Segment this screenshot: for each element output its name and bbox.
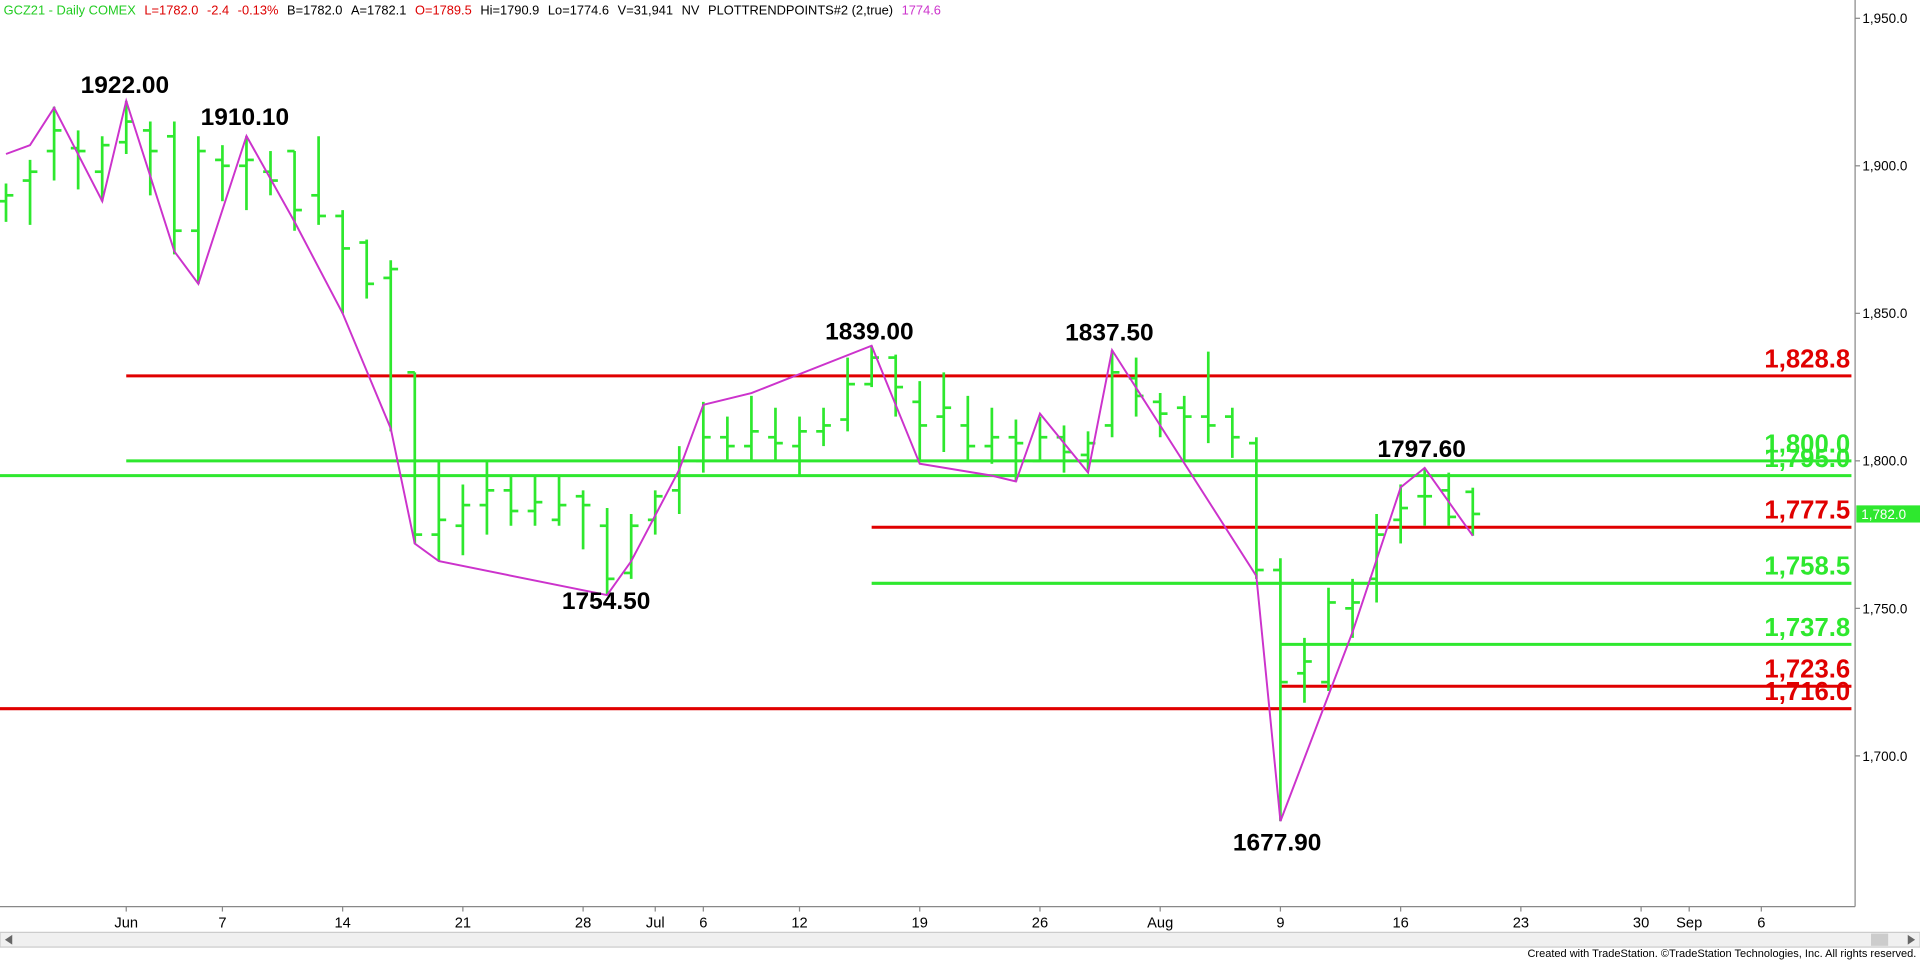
scroll-left[interactable] [4,934,13,945]
header-item: 1774.6 [902,3,941,18]
level-label: 1,777.5 [1764,497,1850,525]
swing-label: 1677.90 [1233,829,1321,856]
header-item: O=1789.5 [415,3,472,18]
header-item: NV [682,3,700,18]
x-tick-label: 7 [218,915,226,931]
header-item: PLOTTRENDPOINTS#2 (2,true) [708,3,893,18]
scroll-thumb[interactable] [1871,933,1889,946]
x-tick-label: Sep [1676,915,1702,931]
level-label: 1,795.0 [1764,445,1850,473]
swing-label: 1910.10 [201,104,289,131]
x-tick-label: Jul [646,915,665,931]
header-item: -2.4 [207,3,229,18]
y-tick-label: 1,950.0 [1862,11,1907,26]
y-tick-label: 1,700.0 [1862,749,1907,764]
header-item: GCZ21 - Daily COMEX [4,3,137,18]
level-label: 1,737.8 [1764,614,1850,642]
y-tick-label: 1,750.0 [1862,601,1907,616]
trend-line [5,97,1474,822]
y-tick-label: 1,900.0 [1862,159,1907,174]
x-tick-label: 9 [1276,915,1284,931]
x-tick-label: 30 [1633,915,1649,931]
scroll-right[interactable] [1907,934,1916,945]
x-tick-label: 6 [699,915,707,931]
level-label: 1,716.0 [1764,678,1850,706]
x-tick-label: 26 [1032,915,1048,931]
last-price-box [1856,505,1920,523]
footer: Created with TradeStation. ©TradeStation… [1527,948,1916,960]
level-label: 1,723.6 [1764,656,1850,684]
x-tick-label: 23 [1513,915,1529,931]
header-item: L=1782.0 [144,3,198,18]
x-tick-label: 19 [912,915,928,931]
header: GCZ21 - Daily COMEX L=1782.0 -2.4 -0.13% B=1… [4,3,941,18]
level-label: 1,828.8 [1764,345,1850,373]
swing-label: 1797.60 [1377,436,1465,463]
level-label: 1,800.0 [1764,430,1850,458]
x-tick-label: 16 [1392,915,1408,931]
x-tick-label: 6 [1757,915,1765,931]
header-item: Hi=1790.9 [480,3,539,18]
header-item: A=1782.1 [351,3,406,18]
header-item: -0.13% [238,3,279,18]
level-label: 1,758.5 [1764,553,1850,581]
x-tick-label: 12 [791,915,807,931]
x-tick-label: 28 [575,915,591,931]
swing-label: 1837.50 [1065,320,1153,347]
header-item: Lo=1774.6 [548,3,609,18]
x-tick-label: Aug [1147,915,1173,931]
last-price-label: 1,782.0 [1861,507,1906,522]
swing-label: 1922.00 [81,72,169,99]
swing-label: 1839.00 [825,318,913,345]
x-tick-label: 14 [334,915,350,931]
scrollbar[interactable] [0,931,1920,948]
swing-label: 1754.50 [562,588,650,615]
y-tick-label: 1,850.0 [1862,306,1907,321]
x-tick-label: Jun [114,915,138,931]
x-tick-label: 21 [455,915,471,931]
header-item: B=1782.0 [287,3,342,18]
y-tick-label: 1,800.0 [1862,454,1907,469]
scrollbar-track[interactable] [0,931,1920,948]
header-item: V=31,941 [618,3,673,18]
